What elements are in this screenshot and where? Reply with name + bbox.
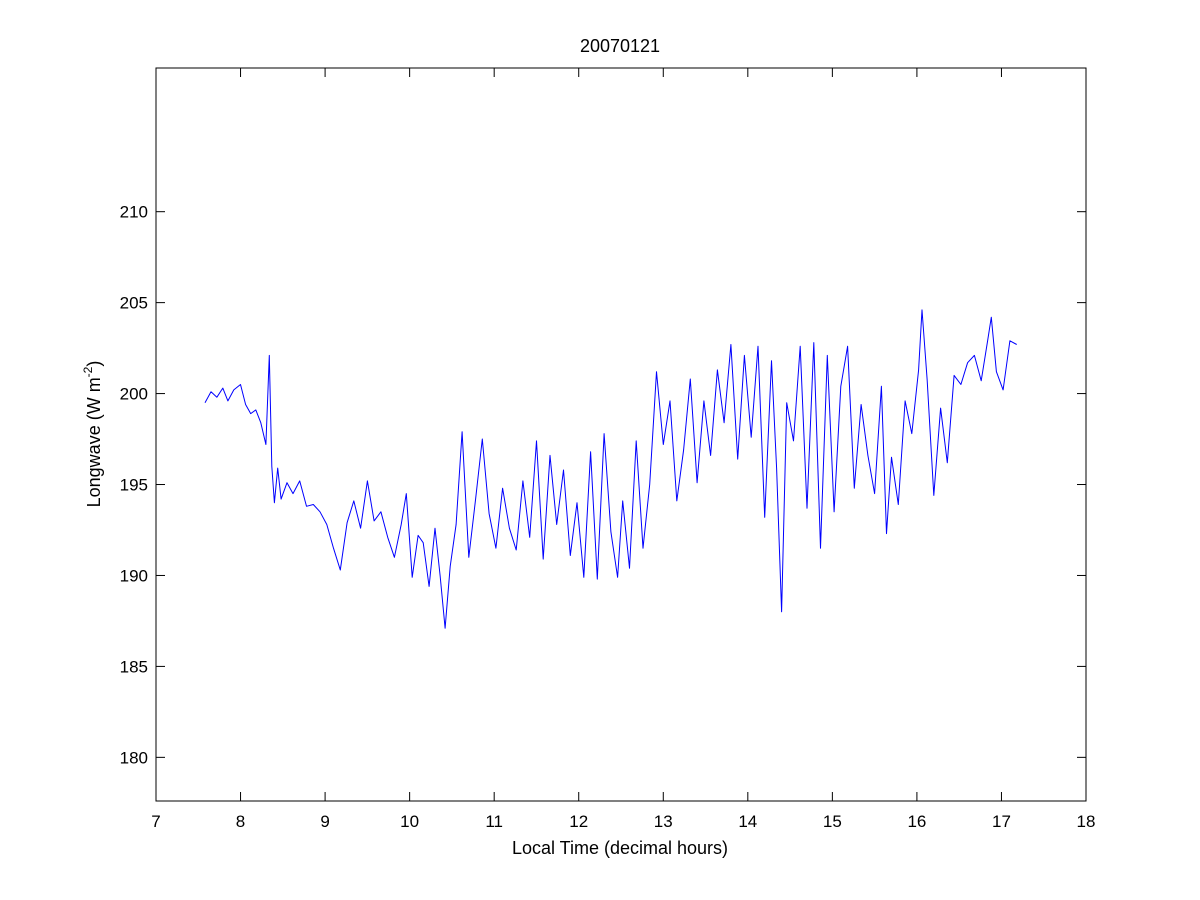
- x-tick-label: 16: [907, 812, 926, 831]
- x-tick-label: 7: [151, 812, 160, 831]
- x-tick-label: 12: [569, 812, 588, 831]
- y-axis-label-main: Longwave (W m: [84, 377, 104, 507]
- x-tick-label: 17: [992, 812, 1011, 831]
- y-tick-label: 205: [120, 294, 148, 313]
- y-tick-label: 190: [120, 566, 148, 585]
- y-tick-label: 185: [120, 657, 148, 676]
- x-tick-label: 11: [485, 812, 503, 831]
- y-axis: 180 185 190 195 200 205 210: [120, 203, 1086, 767]
- y-axis-label: Longwave (W m-2): [81, 361, 104, 508]
- plot-area: [156, 68, 1086, 801]
- y-tick-label: 195: [120, 476, 148, 495]
- x-tick-label: 14: [738, 812, 757, 831]
- y-tick-label: 200: [120, 385, 148, 404]
- x-tick-label: 10: [400, 812, 419, 831]
- x-tick-label: 15: [823, 812, 842, 831]
- x-tick-label: 8: [236, 812, 245, 831]
- y-axis-label-close: ): [84, 361, 104, 367]
- x-axis: 7 8 9 10 11 12 13 14 15 16 17 18: [151, 68, 1095, 831]
- chart-title: 20070121: [580, 36, 660, 56]
- x-axis-label: Local Time (decimal hours): [512, 838, 728, 858]
- x-tick-label: 9: [320, 812, 329, 831]
- y-axis-label-superscript: -2: [81, 366, 95, 377]
- series-line: [204, 309, 1017, 629]
- y-tick-label: 180: [120, 748, 148, 767]
- x-tick-label: 13: [654, 812, 673, 831]
- plot-frame: [155, 67, 1087, 802]
- x-tick-label: 18: [1077, 812, 1096, 831]
- y-tick-label: 210: [120, 203, 148, 222]
